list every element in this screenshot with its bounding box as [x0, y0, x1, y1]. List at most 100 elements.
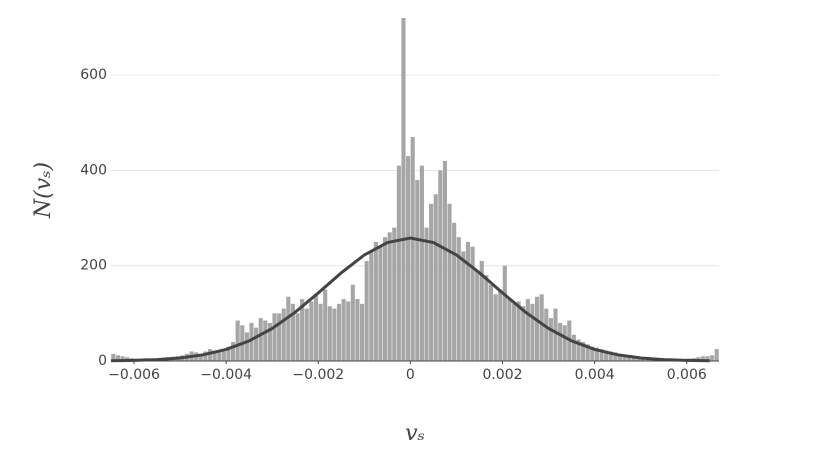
x-tick-label: 0.004: [575, 367, 615, 383]
bar: [323, 289, 328, 361]
bar: [217, 352, 222, 361]
bar: [548, 318, 553, 361]
bar: [604, 350, 609, 361]
bar: [249, 322, 254, 361]
bar: [571, 334, 576, 361]
bar: [516, 301, 521, 361]
bar: [383, 237, 388, 361]
x-tick-label: 0.006: [667, 367, 707, 383]
bar: [627, 356, 632, 361]
bar: [254, 327, 259, 361]
bar: [378, 246, 383, 361]
y-tick-label: 600: [80, 67, 107, 83]
bar: [502, 265, 507, 361]
bar: [235, 320, 240, 361]
bar: [585, 344, 590, 361]
bar: [212, 350, 217, 361]
bar: [359, 303, 365, 361]
bar: [553, 308, 558, 361]
bar: [714, 349, 719, 361]
y-tick-label: 0: [98, 353, 107, 369]
bar: [290, 303, 295, 361]
bar: [461, 251, 466, 361]
bar: [475, 270, 480, 361]
bar: [327, 306, 332, 361]
x-tick-label: −0.006: [108, 367, 160, 383]
bar: [631, 357, 636, 361]
bar: [263, 320, 268, 361]
bar: [488, 284, 494, 361]
bar: [410, 137, 415, 361]
bar: [369, 251, 374, 361]
bar: [535, 296, 540, 361]
x-tick-label: −0.004: [200, 367, 252, 383]
bar: [424, 227, 429, 361]
bar: [346, 301, 351, 361]
bar: [281, 308, 286, 361]
bar: [373, 241, 378, 361]
bar: [304, 308, 309, 361]
bar: [705, 356, 710, 361]
y-tick-label: 400: [80, 162, 107, 178]
bar: [415, 179, 420, 361]
bar: [350, 284, 355, 361]
bar: [530, 303, 535, 361]
bar: [525, 299, 530, 361]
bar: [115, 355, 120, 361]
bar: [442, 160, 447, 361]
bar: [599, 349, 604, 361]
bar: [309, 301, 314, 361]
bar: [364, 260, 369, 361]
bar: [470, 246, 475, 361]
bar: [332, 308, 337, 361]
bar: [608, 351, 613, 361]
bar: [613, 352, 618, 361]
fit-curve: [110, 236, 710, 363]
bar: [277, 313, 282, 361]
bar: [419, 165, 424, 361]
bar: [511, 303, 517, 361]
bar: [562, 325, 567, 361]
bar: [341, 299, 346, 361]
bar: [700, 356, 705, 361]
bar: [433, 194, 438, 361]
bar: [207, 349, 213, 361]
bar: [401, 18, 406, 361]
bar: [465, 241, 471, 361]
bar: [396, 165, 401, 361]
bar: [318, 303, 323, 361]
bar: [498, 289, 503, 361]
bar: [336, 303, 342, 361]
bar: [295, 313, 300, 361]
bar: [244, 332, 249, 361]
bar: [484, 275, 489, 361]
x-tick-label: 0.002: [482, 367, 522, 383]
bar: [300, 299, 305, 361]
x-axis-label: vₛ: [405, 421, 425, 446]
bar: [576, 339, 581, 361]
bar: [272, 313, 277, 361]
bar: [226, 346, 231, 361]
bar: [558, 322, 563, 361]
x-tick-label: −0.002: [292, 367, 344, 383]
bar: [203, 351, 208, 361]
bar: [452, 222, 457, 361]
bar: [286, 296, 291, 361]
x-tick-label: 0: [406, 367, 415, 383]
y-tick-label: 200: [80, 258, 107, 274]
bar: [479, 260, 484, 361]
bar: [198, 353, 203, 361]
bar: [355, 299, 360, 361]
bar: [447, 203, 452, 361]
bar: [544, 308, 549, 361]
bar: [622, 355, 627, 361]
bar: [429, 203, 434, 361]
bar: [258, 318, 263, 361]
bar: [392, 227, 397, 361]
bar: [594, 347, 599, 361]
bar: [267, 322, 272, 361]
bar: [120, 356, 125, 361]
bar: [590, 346, 595, 361]
bar: [111, 353, 116, 361]
